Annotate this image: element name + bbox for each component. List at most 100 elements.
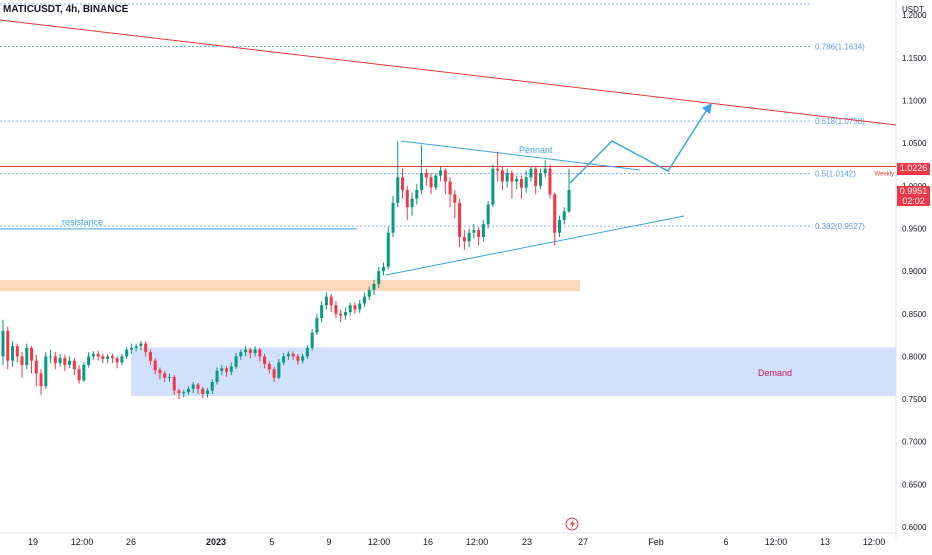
candle-body [348, 305, 352, 313]
candle-body [481, 224, 485, 237]
fib-levels-layer: 0.786(1.1634) 0.618(1.0758) 0.5(1.0142) 0.3… [0, 3, 865, 231]
candle-body [562, 211, 566, 220]
candle-body [91, 353, 95, 357]
time-tick-label: 23 [522, 537, 532, 547]
candle-body [548, 168, 552, 195]
drawings-layer: Weekly resistance Pennant [0, 19, 897, 276]
candle-body [272, 369, 276, 378]
candle-body [339, 313, 343, 316]
candle-body [443, 170, 447, 182]
price-tick-label: 0.7500 [902, 395, 927, 404]
time-tick-label: 5 [269, 537, 274, 547]
fib-label: 0.786(1.1634) [815, 42, 865, 51]
price-tick-label: 0.9000 [902, 267, 927, 276]
candle-body [144, 343, 148, 353]
candle-body [110, 356, 114, 359]
candle-body [96, 353, 100, 357]
candle-body [434, 175, 438, 188]
candle-body [167, 376, 171, 378]
candle-body [63, 358, 67, 365]
candle-body [87, 356, 91, 365]
candle-body [458, 202, 462, 237]
lightning-icon[interactable] [565, 517, 579, 531]
candle-body [329, 296, 333, 306]
price-tick-label: 1.2000 [902, 11, 927, 20]
candle-body [505, 173, 509, 182]
time-tick-label: 13 [820, 537, 830, 547]
weekly-tag: Weekly [874, 172, 894, 178]
candle-body [39, 373, 43, 387]
candle-body [510, 173, 514, 182]
candle-body [358, 303, 362, 310]
candle-body [234, 356, 238, 367]
time-tick-label: 27 [578, 537, 588, 547]
time-axis[interactable]: 19 12:00 26 2023 5 9 12:00 16 12:00 23 27 Feb 6 12:00… [28, 537, 885, 547]
candle-body [538, 173, 542, 186]
candle-body [543, 168, 547, 174]
price-tick-label: 0.6000 [902, 523, 927, 532]
candle-body [158, 370, 162, 374]
candle-body [500, 170, 504, 182]
candle-body [410, 198, 414, 208]
candle-body [534, 168, 538, 186]
pennant-upper-line [400, 140, 641, 171]
candle-body [415, 190, 419, 199]
time-tick-label: 12:00 [863, 537, 886, 547]
candle-body [139, 343, 143, 347]
weekly-price-label: 1.0226 [897, 163, 930, 175]
candle-body [448, 181, 452, 195]
candle-body [191, 384, 195, 389]
candle-body [382, 266, 386, 272]
candle-body [34, 360, 38, 374]
candle-body [334, 305, 338, 314]
demand-label: Demand [758, 368, 792, 378]
time-tick-label: 9 [326, 537, 331, 547]
candle-body [553, 194, 557, 233]
price-tick-label: 0.9500 [902, 224, 927, 233]
candle-body [320, 305, 324, 319]
candle-body [424, 173, 428, 178]
candle-body [519, 178, 523, 188]
candle-body [391, 202, 395, 233]
candle-body [429, 177, 433, 188]
candle-body [101, 356, 105, 359]
candle-body [377, 271, 381, 284]
price-tick-label: 0.8500 [902, 310, 927, 319]
candle-body [129, 347, 133, 350]
candle-body [263, 356, 267, 365]
candle-body [220, 368, 224, 371]
price-axis[interactable]: USDT1.20001.15001.10001.05001.00000.9500… [902, 5, 927, 532]
candle-body [196, 384, 200, 389]
candle-body [148, 352, 152, 361]
candle-body [6, 330, 10, 361]
time-tick-label: 26 [126, 537, 136, 547]
candle-body [30, 347, 34, 361]
candle-body [420, 173, 424, 191]
projection-path [569, 107, 709, 184]
pennant-label: Pennant [519, 145, 553, 155]
candle-body [11, 346, 15, 361]
candle-body [362, 296, 366, 304]
candle-body [120, 356, 124, 363]
candle-body [296, 356, 300, 361]
candle-body [177, 390, 181, 394]
candle-body [253, 349, 257, 353]
candle-body [20, 356, 24, 365]
candle-body [106, 356, 110, 359]
candle-body [367, 289, 371, 297]
price-tick-label: 0.8000 [902, 352, 927, 361]
candle-body [401, 177, 405, 191]
candle-body [82, 364, 86, 381]
candle-body [206, 390, 210, 394]
candle-body [239, 352, 243, 357]
time-tick-label: 16 [423, 537, 433, 547]
candle-body [210, 381, 214, 391]
supply-zone [0, 280, 580, 292]
time-tick-label: 19 [28, 537, 38, 547]
price-tick-label: 0.7000 [902, 438, 927, 447]
candle-body [557, 219, 561, 233]
candle-body [396, 177, 400, 203]
